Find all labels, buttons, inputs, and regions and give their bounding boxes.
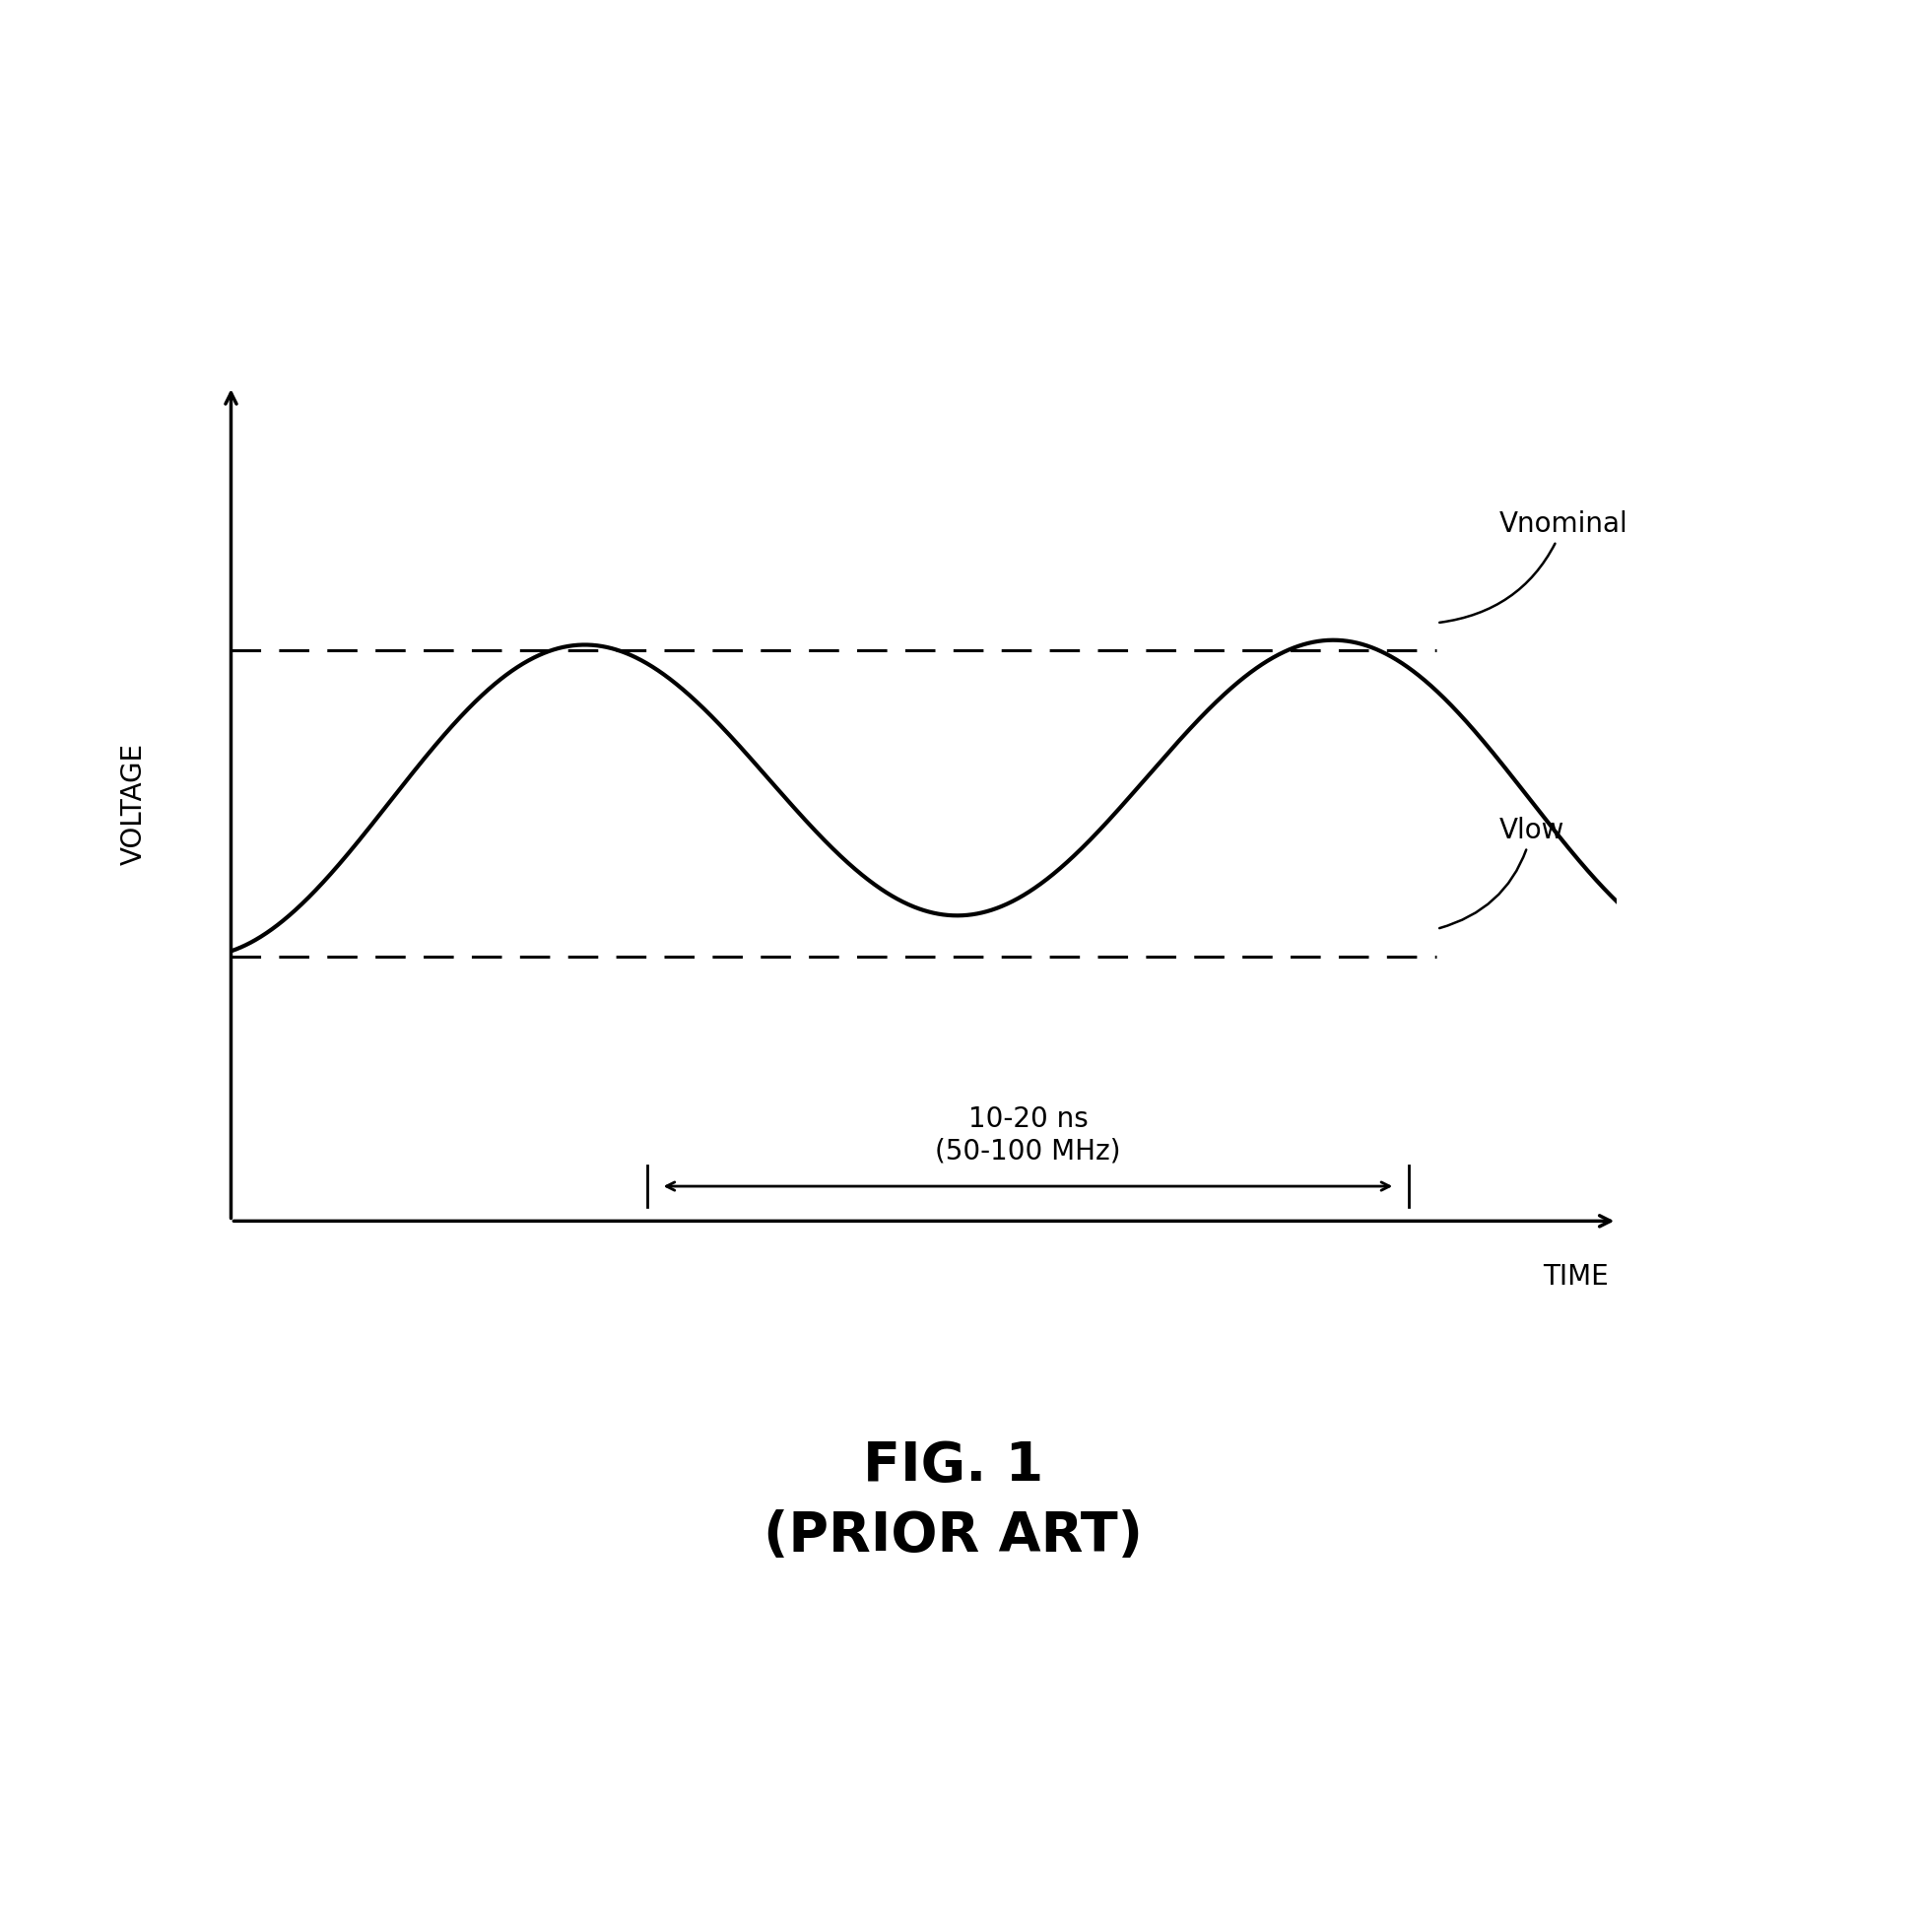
Text: FIG. 1
(PRIOR ART): FIG. 1 (PRIOR ART) [762,1439,1143,1563]
Text: Vlow: Vlow [1440,817,1565,927]
Text: Vnominal: Vnominal [1440,510,1629,622]
Text: VOLTAGE: VOLTAGE [119,742,148,866]
Text: 10-20 ns
(50-100 MHz): 10-20 ns (50-100 MHz) [936,1105,1120,1165]
Text: TIME: TIME [1542,1264,1607,1291]
